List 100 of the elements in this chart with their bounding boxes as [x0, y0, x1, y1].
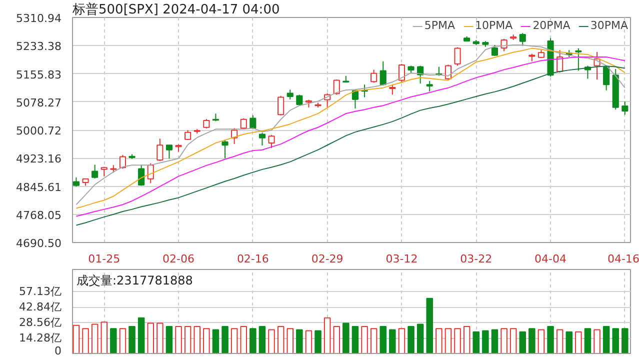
bar [408, 326, 414, 354]
candlestick [398, 63, 406, 84]
bar [602, 326, 610, 354]
bar [184, 326, 192, 354]
legend-label: 5PMA [424, 19, 456, 32]
bar [566, 331, 573, 354]
bar [258, 326, 266, 354]
bar [622, 328, 628, 354]
x-tick-label: 02-29 [311, 252, 344, 266]
bar [370, 328, 378, 354]
y-tick-label: 42.84亿 [19, 300, 62, 314]
y-tick-label: 5310.94 [16, 12, 62, 25]
bar [222, 326, 228, 354]
bar [203, 328, 210, 354]
bar [175, 326, 182, 354]
bar [296, 329, 303, 354]
bar [380, 326, 387, 354]
bar [100, 322, 108, 354]
y-tick-label: 14.28亿 [19, 332, 62, 345]
candlestick [156, 138, 164, 162]
bar [389, 329, 396, 354]
bar [398, 328, 406, 354]
y-tick-label: 5233.38 [16, 40, 62, 54]
y-tick-label: 0 [54, 344, 62, 357]
bar [277, 326, 284, 354]
y-tick-label: 5078.27 [16, 96, 62, 110]
candlestick [203, 118, 210, 129]
bar [436, 328, 442, 354]
candlestick [72, 176, 80, 187]
x-tick-label: 02-16 [236, 252, 269, 266]
bar [575, 331, 582, 354]
candlestick [426, 80, 433, 92]
x-tick-label: 04-16 [608, 252, 639, 266]
y-tick-label: 57.13亿 [19, 285, 62, 298]
bar [156, 322, 164, 354]
bar [166, 326, 173, 354]
candlestick [380, 60, 386, 86]
candlestick [278, 95, 284, 116]
bar [305, 330, 312, 354]
y-tick-label: 4768.05 [16, 208, 62, 222]
bar [128, 326, 136, 354]
bar [528, 328, 536, 354]
bar [594, 329, 600, 354]
bar [538, 329, 545, 354]
y-tick-label: 5155.83 [16, 68, 62, 82]
candlestick [603, 65, 610, 91]
candlestick [250, 114, 256, 130]
bar [612, 328, 620, 354]
x-tick-label: 04-04 [534, 252, 567, 266]
x-tick-label: 03-12 [386, 252, 418, 266]
candlestick [454, 46, 461, 66]
candlestick [491, 44, 498, 56]
bar [556, 329, 564, 354]
bar [250, 328, 256, 354]
legend-label: 30PMA [590, 19, 628, 32]
candlestick [268, 134, 275, 149]
bar [138, 317, 145, 354]
candlestick [119, 154, 126, 170]
bar [426, 298, 434, 354]
bar [212, 329, 220, 354]
candlestick [258, 132, 266, 146]
bar [91, 324, 98, 354]
bar [333, 326, 340, 354]
bar [240, 326, 248, 354]
candlestick [166, 144, 173, 160]
bar [324, 317, 331, 354]
candlestick [286, 89, 294, 100]
bar [110, 328, 117, 354]
candlestick [389, 84, 396, 96]
bar [482, 330, 489, 354]
bar [416, 324, 424, 354]
bar [472, 331, 480, 354]
bar [361, 326, 368, 354]
chart-title: 标普500[SPX] 2024-04-17 04:00 [72, 2, 280, 18]
bar [454, 328, 461, 354]
candlestick [333, 78, 340, 96]
legend-label: 10PMA [475, 19, 513, 32]
legend-label: 20PMA [532, 19, 570, 32]
bar [491, 329, 498, 354]
y-tick-label: 5000.72 [16, 124, 62, 138]
candlestick [500, 38, 508, 52]
bar [444, 328, 452, 354]
bar [72, 324, 80, 354]
bar [230, 328, 238, 354]
bar [500, 328, 508, 354]
candlestick [575, 48, 582, 72]
bar [268, 329, 275, 354]
bar [314, 330, 322, 354]
y-tick-label: 4690.50 [16, 237, 62, 250]
candlestick [92, 164, 98, 179]
y-tick-label: 4845.61 [16, 180, 62, 194]
bar [147, 322, 154, 354]
candlestick [622, 101, 628, 116]
y-tick-label: 28.56亿 [19, 316, 62, 330]
y-tick-label: 4923.16 [16, 152, 62, 166]
bar [352, 326, 359, 354]
candlestick [222, 140, 228, 159]
bar [547, 326, 554, 354]
x-tick-label: 03-22 [460, 252, 492, 266]
x-tick-label: 02-06 [162, 252, 195, 266]
